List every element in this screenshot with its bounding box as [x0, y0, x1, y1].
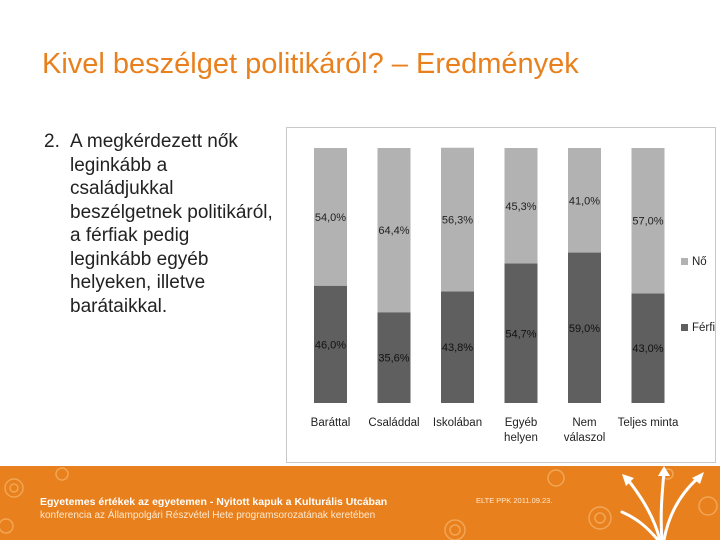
category-label: Nem: [572, 417, 596, 429]
category-label: Iskolában: [433, 417, 482, 429]
category-label: Baráttal: [311, 417, 351, 429]
bar-no: [377, 148, 411, 313]
category-label: válaszol: [564, 432, 606, 444]
category-label: Családdal: [368, 417, 419, 429]
data-label-ferfi: 43,8%: [442, 342, 473, 354]
bullet-text: A megkérdezett nők leginkább a családjuk…: [70, 131, 273, 317]
data-label-no: 45,3%: [505, 201, 536, 213]
data-label-ferfi: 54,7%: [505, 328, 536, 340]
data-label-ferfi: 46,0%: [315, 339, 346, 351]
data-label-no: 64,4%: [378, 225, 409, 237]
legend-swatch: [681, 258, 688, 265]
chart-canvas: 54,0% 46,0% Baráttal 64,4% 35,6% Családdal 56,…: [311, 147, 715, 444]
slide-title: Kivel beszélget politikáról? – Eredménye…: [42, 48, 579, 80]
bar-ferfi: [377, 312, 411, 403]
bar-no: [631, 148, 665, 294]
data-label-no: 41,0%: [569, 195, 600, 207]
data-label-no: 56,3%: [442, 215, 473, 227]
category-label: helyen: [504, 432, 538, 444]
bullet-point: 2. A megkérdezett nők leginkább a család…: [44, 130, 274, 318]
data-label-ferfi: 35,6%: [378, 353, 409, 365]
category-label: Egyéb: [505, 417, 538, 429]
data-label-ferfi: 43,0%: [632, 343, 663, 355]
data-label-ferfi: 59,0%: [569, 323, 600, 335]
stacked-bar-chart: 54,0% 46,0% Baráttal 64,4% 35,6% Családdal 56,…: [286, 127, 716, 463]
footer-banner: Egyetemes értékek az egyetemen - Nyitott…: [0, 466, 720, 540]
legend-label: Férfi: [692, 322, 715, 334]
legend-label: Nő: [692, 256, 707, 268]
bar-no: [504, 148, 538, 264]
bar-ferfi: [568, 252, 601, 403]
bar-no: [568, 148, 601, 253]
bar-ferfi: [314, 285, 347, 403]
bar-ferfi: [631, 293, 665, 403]
bar-ferfi: [504, 263, 538, 403]
bar-no: [441, 147, 474, 292]
footer-date: ELTE PPK 2011.09.23.: [476, 496, 553, 505]
bar-ferfi: [441, 291, 474, 403]
data-label-no: 54,0%: [315, 212, 346, 224]
footer-decoration: [0, 466, 718, 540]
category-label: Teljes minta: [618, 417, 679, 429]
data-label-no: 57,0%: [632, 216, 663, 228]
bullet-number: 2.: [44, 131, 60, 152]
bar-no: [314, 148, 347, 286]
legend-swatch: [681, 324, 688, 331]
footer-subtitle: konferencia az Állampolgári Részvétel He…: [40, 510, 376, 521]
footer-title: Egyetemes értékek az egyetemen - Nyitott…: [40, 496, 388, 508]
